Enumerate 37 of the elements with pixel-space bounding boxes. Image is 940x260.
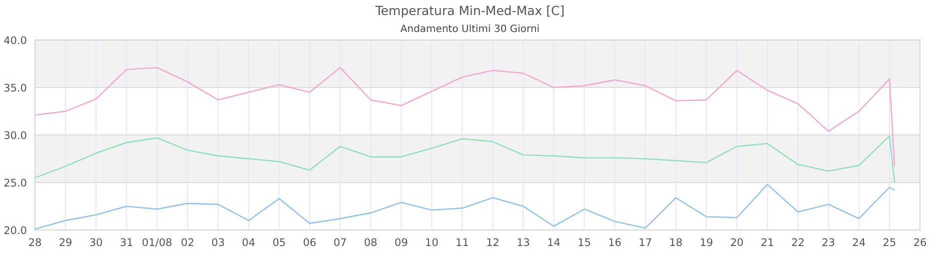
y-tick-label: 25.0 <box>4 178 27 190</box>
chart-title: Temperatura Min-Med-Max [C] <box>374 3 565 18</box>
x-tick-label: 08 <box>364 237 378 249</box>
x-tick-label: 19 <box>700 237 714 249</box>
x-tick-label: 23 <box>822 237 836 249</box>
x-tick-label: 18 <box>669 237 683 249</box>
x-tick-label: 30 <box>89 237 103 249</box>
x-tick-label: 04 <box>242 237 256 249</box>
x-tick-label: 15 <box>578 237 591 249</box>
x-tick-label: 25 <box>882 237 896 249</box>
x-tick-label: 21 <box>760 237 774 249</box>
x-tick-label: 07 <box>333 237 347 249</box>
x-tick-label: 16 <box>608 237 622 249</box>
x-tick-label: 10 <box>425 237 438 249</box>
x-tick-label: 17 <box>638 237 652 249</box>
x-tick-label: 26 <box>913 237 927 249</box>
x-tick-label: 02 <box>180 237 194 249</box>
y-tick-label: 35.0 <box>4 82 27 94</box>
x-tick-label: 06 <box>302 237 317 249</box>
x-tick-label: 20 <box>730 237 744 249</box>
x-tick-label: 29 <box>58 237 72 249</box>
x-tick-label: 11 <box>456 237 469 249</box>
x-tick-label: 24 <box>852 237 866 249</box>
x-tick-label: 14 <box>547 237 561 249</box>
x-tick-label: 01/08 <box>142 237 172 249</box>
x-tick-label: 22 <box>791 237 805 249</box>
x-tick-label: 28 <box>28 237 42 249</box>
y-tick-label: 30.0 <box>4 130 27 142</box>
x-tick-label: 13 <box>516 237 530 249</box>
y-tick-label: 40.0 <box>4 35 27 47</box>
x-tick-label: 09 <box>394 237 408 249</box>
x-tick-label: 03 <box>211 237 225 249</box>
x-tick-label: 31 <box>120 237 134 249</box>
y-tick-label: 20.0 <box>4 225 27 237</box>
x-tick-label: 12 <box>486 237 500 249</box>
chart-subtitle: Andamento Ultimi 30 Giorni <box>400 24 540 35</box>
x-tick-label: 05 <box>272 237 286 249</box>
